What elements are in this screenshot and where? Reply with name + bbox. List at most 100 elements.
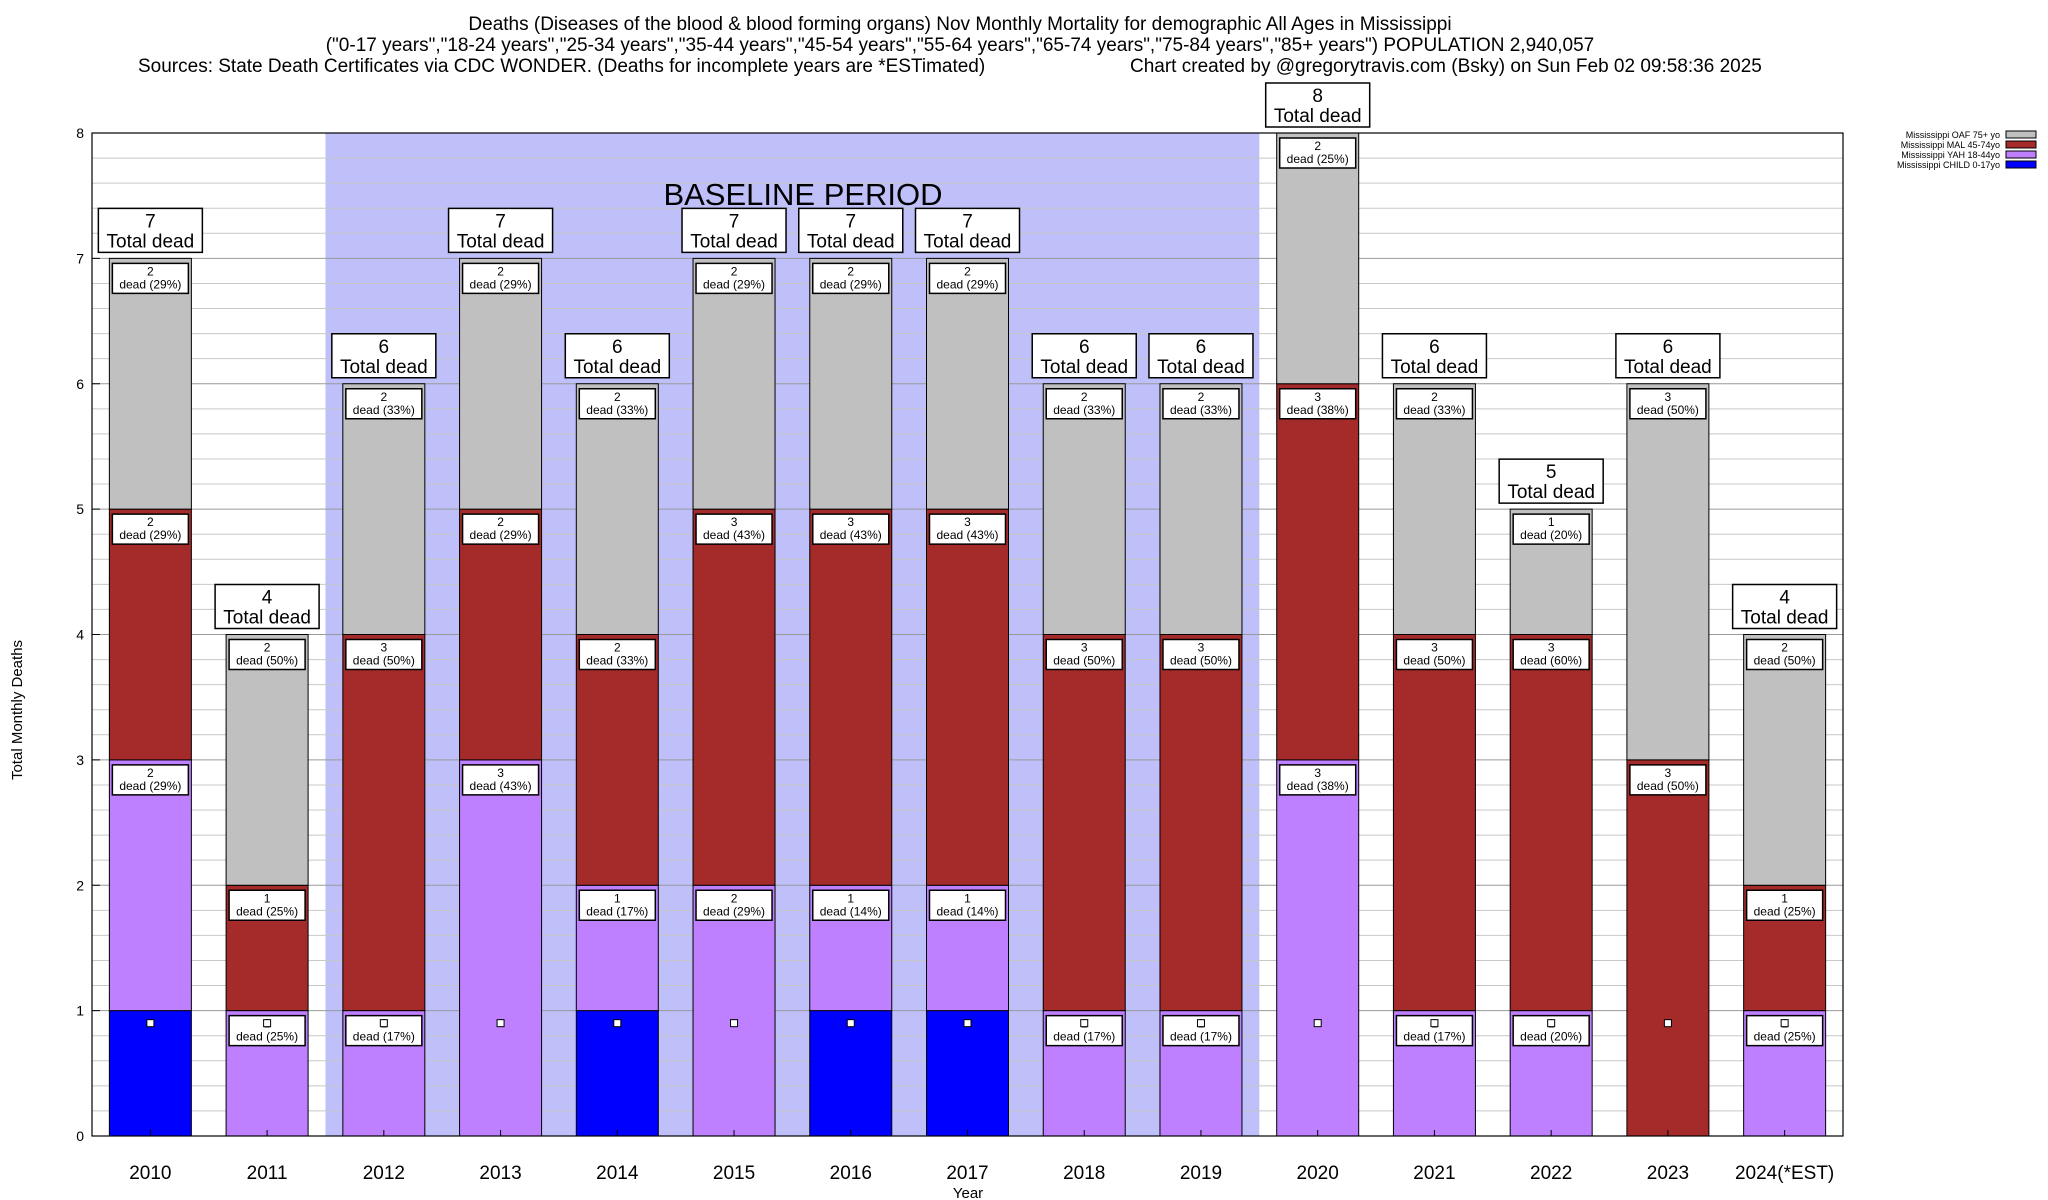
bar-segment [692,884,776,1137]
segment-label-count: 2 [614,390,621,404]
segment-label-count: 2 [497,264,504,278]
total-label-box [681,207,787,254]
total-label-count: 5 [1546,462,1557,483]
segment-label-pct: dead (29%) [703,277,765,291]
total-label-count: 6 [1079,337,1090,358]
total-label-text: Total dead [690,231,778,252]
segment-label-count: 1 [1781,891,1788,905]
bar-segment [1276,132,1360,385]
segment-label-box [111,764,190,796]
total-label-box [1731,583,1838,630]
total-label-text: Total dead [1157,357,1245,378]
segment-label-pct: dead (38%) [1287,779,1349,793]
y-tick-label: 6 [76,376,84,392]
total-label-box [97,207,204,254]
segment-label-count: 2 [1081,390,1088,404]
segment-label-box [1395,638,1474,671]
segment-label-box [461,262,540,295]
total-label-text: Total dead [457,231,545,252]
segment-label-pct: dead (60%) [1520,654,1582,668]
x-tick-label: 2022 [1530,1163,1572,1184]
bar-segment [1159,634,1243,1012]
y-tick-label: 1 [76,1003,84,1019]
point-marker [1430,1019,1439,1028]
bar-segment [342,383,426,635]
bar-segment [459,508,543,761]
x-tick-label: 2016 [830,1163,872,1184]
total-label-text: Total dead [1274,106,1362,127]
chart-subtitle: ("0-17 years","18-24 years","25-34 years… [326,35,1595,56]
y-tick-label: 0 [76,1128,84,1144]
bar-segment [1743,634,1827,886]
segment-label-pct: dead (33%) [1403,403,1465,417]
segment-label-pct: dead (38%) [1287,403,1349,417]
total-label-count: 6 [379,337,390,358]
point-marker [613,1019,622,1028]
segment-label-pct: dead (29%) [119,528,181,542]
legend-entry-label: Mississippi MAL 45-74yo [1901,140,2000,150]
total-label-box [331,333,437,379]
segment-label-pct: dead (50%) [236,654,298,668]
total-label-box [1031,333,1137,379]
x-tick-label: 2010 [129,1163,171,1184]
segment-label-count: 2 [1314,139,1321,153]
x-tick-label: 2017 [946,1163,988,1184]
segment-label-pct: dead (50%) [353,654,415,668]
y-tick-label: 3 [76,752,84,768]
segment-label-pct: dead (29%) [470,528,532,542]
segment-label-pct: dead (14%) [820,904,882,918]
segment-label-count: 3 [1431,641,1438,655]
total-label-count: 7 [729,211,740,232]
bar-segment [1626,759,1710,1137]
legend-entry-label: Mississippi YAH 18-44yo [1901,150,2000,160]
segment-label-pct: dead (43%) [936,528,998,542]
y-tick-label: 4 [76,627,84,643]
y-tick-label: 2 [76,877,84,893]
segment-label-box [928,889,1007,921]
segment-label-box [461,764,540,796]
segment-label-box [578,889,657,921]
segment-label-count: 2 [147,264,154,278]
x-tick-label: 2013 [479,1163,521,1184]
segment-label-count: 3 [1665,766,1672,780]
segment-label-box [1278,137,1357,169]
bar-segment [1276,759,1360,1137]
total-label-count: 6 [1663,337,1674,358]
chart-credit: Chart created by @gregorytravis.com (Bsk… [1130,56,1762,77]
segment-label-box [111,513,190,545]
total-label-count: 6 [612,337,623,358]
segment-label-count: 2 [731,264,738,278]
segment-label-pct: dead (29%) [470,277,532,291]
segment-label-box [1045,638,1123,671]
total-label-box [1498,458,1604,504]
segment-label-pct: dead (33%) [1053,403,1115,417]
segment-label-pct: dead (20%) [1520,1030,1582,1044]
axis-layer: 2010 2011 2012 2013 2014 2015 2016 2017 2018 2019… [76,125,1844,1184]
segment-label-pct: dead (29%) [119,779,181,793]
bar-segment [809,1010,893,1137]
segment-label-box [1629,764,1707,796]
point-marker [1080,1019,1089,1028]
segment-label-count: 3 [964,515,971,529]
total-label-text: Total dead [340,357,428,378]
total-label-text: Total dead [573,357,661,378]
legend-entry-label: Mississippi OAF 75+ yo [1906,130,2000,140]
segment-label-box [578,388,657,420]
x-tick-label: 2023 [1647,1163,1689,1184]
total-label-count: 7 [845,211,856,232]
segment-label-count: 1 [964,891,971,905]
segment-label-count: 1 [847,891,854,905]
segment-label-count: 2 [380,390,387,404]
total-label-text: Total dead [924,231,1012,252]
bar-segment [225,634,309,886]
bar-segment [926,1010,1009,1137]
segment-label-box [1162,388,1240,420]
segment-label-pct: dead (25%) [236,1030,298,1044]
total-label-count: 7 [962,211,973,232]
total-label-text: Total dead [107,231,195,252]
segment-label-count: 2 [1781,641,1788,655]
segment-label-pct: dead (33%) [1170,403,1232,417]
x-tick-label: 2019 [1180,1163,1222,1184]
